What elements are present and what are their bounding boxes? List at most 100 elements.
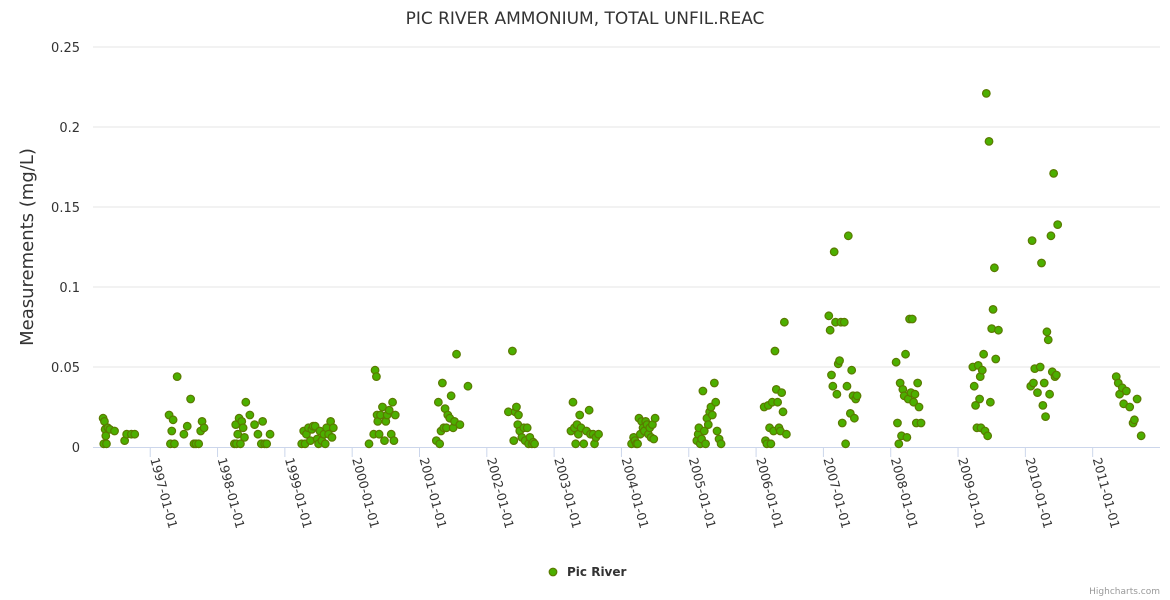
legend-marker-icon[interactable] bbox=[548, 567, 558, 577]
data-point[interactable] bbox=[770, 346, 780, 356]
data-point[interactable] bbox=[1053, 220, 1063, 230]
data-point[interactable] bbox=[507, 346, 517, 356]
data-point[interactable] bbox=[172, 372, 182, 382]
data-point[interactable] bbox=[1042, 327, 1052, 337]
data-point[interactable] bbox=[832, 389, 842, 399]
data-point[interactable] bbox=[594, 429, 603, 439]
data-point[interactable] bbox=[182, 421, 192, 431]
data-point[interactable] bbox=[703, 420, 713, 430]
data-point[interactable] bbox=[512, 402, 521, 412]
data-point[interactable] bbox=[835, 356, 844, 366]
data-point[interactable] bbox=[328, 423, 338, 433]
data-point[interactable] bbox=[463, 381, 473, 391]
data-point[interactable] bbox=[777, 388, 787, 398]
data-point[interactable] bbox=[994, 325, 1003, 335]
data-point[interactable] bbox=[530, 439, 540, 449]
data-point[interactable] bbox=[186, 394, 196, 404]
data-point[interactable] bbox=[781, 429, 791, 439]
data-point[interactable] bbox=[650, 413, 660, 423]
data-point[interactable] bbox=[236, 439, 245, 449]
data-point[interactable] bbox=[991, 354, 1001, 364]
data-point[interactable] bbox=[384, 405, 394, 415]
data-point[interactable] bbox=[778, 407, 788, 417]
data-point[interactable] bbox=[509, 436, 519, 446]
data-point[interactable] bbox=[194, 439, 204, 449]
data-point[interactable] bbox=[579, 439, 589, 449]
data-point[interactable] bbox=[847, 365, 857, 375]
data-point[interactable] bbox=[909, 397, 919, 407]
credits-link[interactable]: Highcharts.com bbox=[1089, 587, 1160, 597]
data-point[interactable] bbox=[1041, 412, 1050, 422]
data-point[interactable] bbox=[910, 389, 920, 399]
data-point[interactable] bbox=[1046, 231, 1056, 241]
data-point[interactable] bbox=[1037, 258, 1046, 268]
data-point[interactable] bbox=[388, 397, 397, 407]
data-point[interactable] bbox=[893, 418, 902, 428]
data-point[interactable] bbox=[253, 429, 263, 439]
data-point[interactable] bbox=[914, 402, 924, 412]
data-point[interactable] bbox=[891, 357, 901, 367]
data-point[interactable] bbox=[711, 397, 721, 407]
data-point[interactable] bbox=[971, 401, 980, 410]
data-point[interactable] bbox=[707, 410, 717, 420]
data-point[interactable] bbox=[435, 439, 445, 449]
data-point[interactable] bbox=[390, 410, 400, 420]
data-point[interactable] bbox=[841, 439, 851, 449]
data-point[interactable] bbox=[179, 429, 189, 439]
data-point[interactable] bbox=[262, 439, 272, 449]
data-point[interactable] bbox=[102, 439, 111, 449]
legend[interactable]: Pic River bbox=[548, 565, 627, 579]
data-point[interactable] bbox=[766, 439, 776, 449]
data-point[interactable] bbox=[712, 426, 722, 436]
data-point[interactable] bbox=[1043, 335, 1053, 345]
data-point[interactable] bbox=[981, 88, 991, 98]
data-point[interactable] bbox=[1027, 236, 1037, 246]
data-point[interactable] bbox=[433, 397, 443, 407]
data-point[interactable] bbox=[389, 436, 399, 446]
data-point[interactable] bbox=[849, 413, 859, 423]
data-point[interactable] bbox=[633, 439, 643, 449]
data-point[interactable] bbox=[514, 410, 523, 420]
data-point[interactable] bbox=[842, 381, 852, 391]
data-point[interactable] bbox=[1051, 370, 1061, 380]
data-point[interactable] bbox=[698, 386, 708, 396]
data-point[interactable] bbox=[199, 423, 209, 433]
data-point[interactable] bbox=[258, 417, 268, 426]
data-point[interactable] bbox=[1132, 394, 1142, 404]
data-point[interactable] bbox=[240, 433, 249, 442]
data-point[interactable] bbox=[901, 349, 910, 359]
data-point[interactable] bbox=[168, 415, 178, 425]
data-point[interactable] bbox=[571, 439, 581, 449]
data-point[interactable] bbox=[1039, 378, 1049, 388]
data-point[interactable] bbox=[913, 378, 923, 388]
data-point[interactable] bbox=[1045, 389, 1054, 399]
data-point[interactable] bbox=[902, 433, 912, 442]
data-point[interactable] bbox=[984, 136, 994, 146]
data-point[interactable] bbox=[985, 397, 995, 407]
data-point[interactable] bbox=[364, 439, 374, 449]
data-point[interactable] bbox=[828, 381, 838, 391]
data-point[interactable] bbox=[575, 410, 585, 420]
data-point[interactable] bbox=[437, 378, 447, 388]
data-point[interactable] bbox=[1038, 401, 1048, 410]
data-point[interactable] bbox=[983, 431, 993, 441]
legend-label[interactable]: Pic River bbox=[567, 565, 627, 579]
data-point[interactable] bbox=[568, 397, 578, 407]
data-point[interactable] bbox=[894, 439, 904, 449]
data-point[interactable] bbox=[824, 311, 834, 321]
data-point[interactable] bbox=[988, 305, 998, 314]
data-point[interactable] bbox=[1125, 402, 1135, 412]
data-point[interactable] bbox=[1049, 168, 1059, 178]
data-point[interactable] bbox=[584, 405, 594, 415]
data-point[interactable] bbox=[170, 439, 179, 449]
data-point[interactable] bbox=[327, 433, 337, 442]
data-point[interactable] bbox=[522, 423, 532, 433]
data-point[interactable] bbox=[839, 317, 849, 327]
data-point[interactable] bbox=[699, 426, 709, 436]
data-point[interactable] bbox=[779, 317, 789, 327]
data-point[interactable] bbox=[827, 370, 836, 380]
data-point[interactable] bbox=[1136, 431, 1146, 441]
data-point[interactable] bbox=[167, 426, 177, 436]
data-point[interactable] bbox=[1121, 386, 1131, 396]
data-point[interactable] bbox=[265, 429, 275, 439]
